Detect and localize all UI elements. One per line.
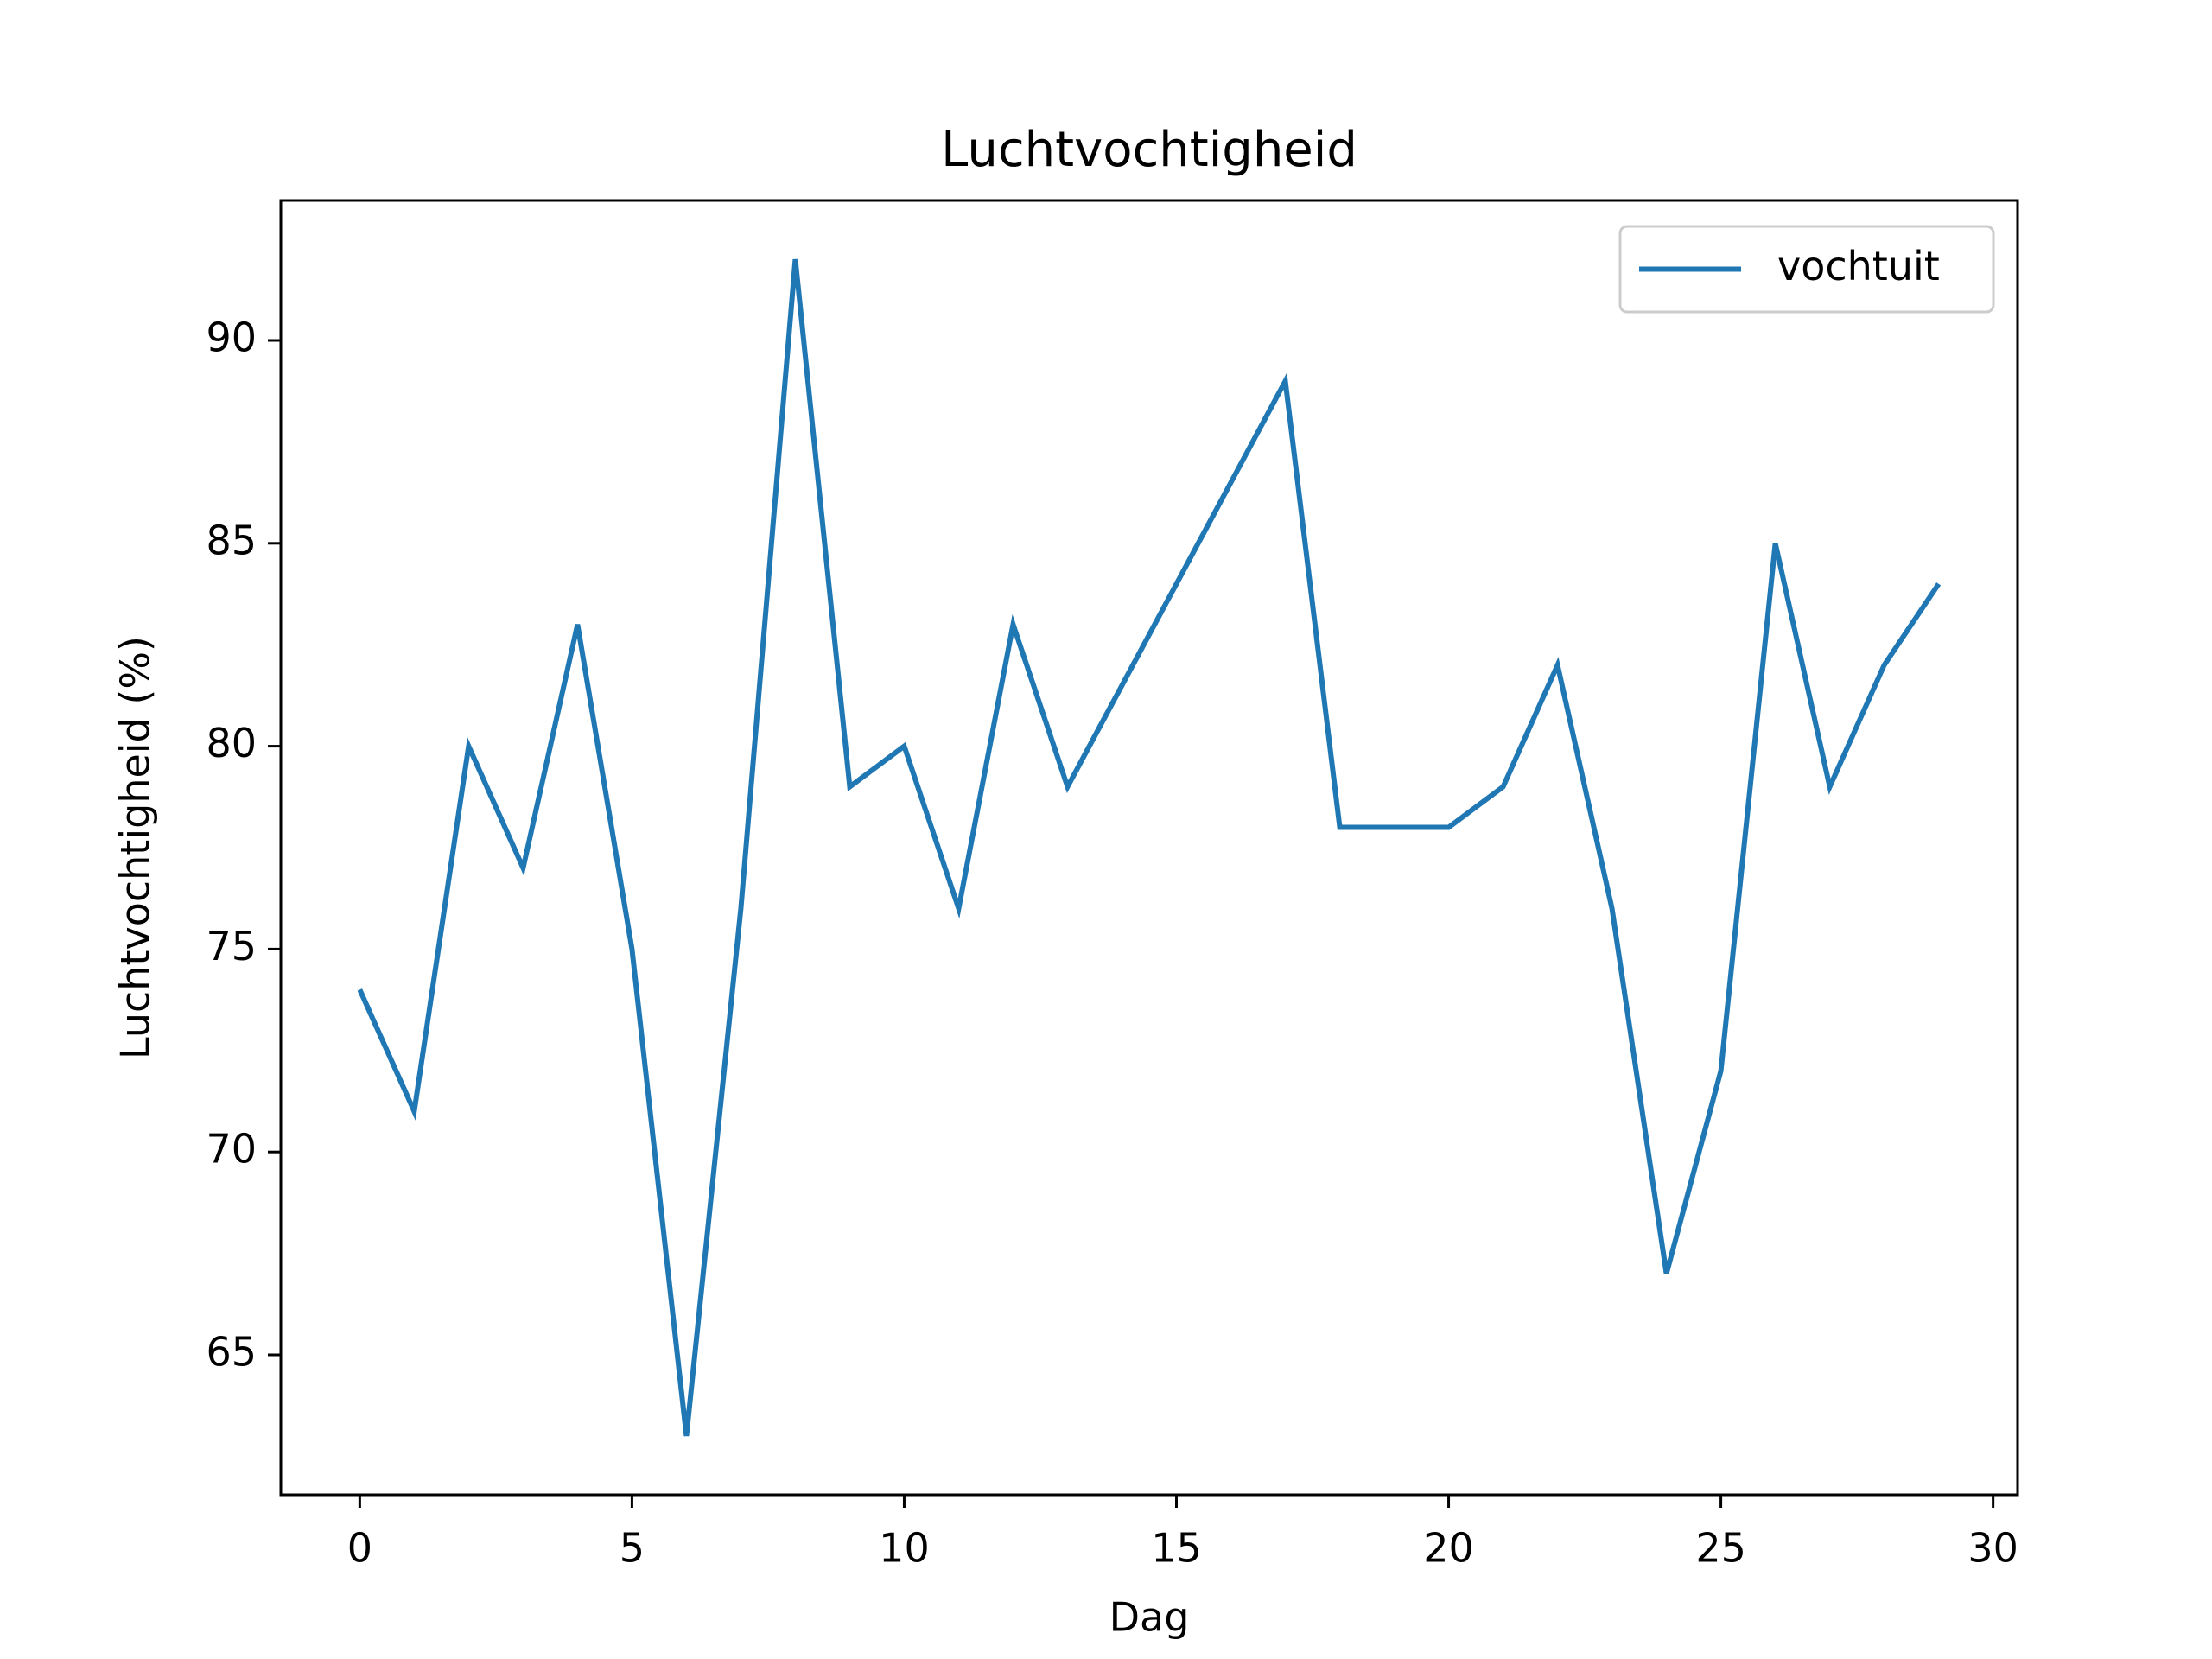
y-tick-label: 90: [206, 315, 257, 361]
chart-title: Luchtvochtigheid: [941, 122, 1357, 178]
x-axis-label: Dag: [1109, 1594, 1190, 1641]
x-tick-label: 15: [1151, 1525, 1202, 1572]
x-tick-label: 5: [620, 1525, 645, 1572]
x-tick-label: 0: [347, 1525, 372, 1572]
y-tick-label: 80: [206, 720, 257, 766]
x-tick-label: 20: [1423, 1525, 1474, 1572]
y-axis-label: Luchtvochtigheid (%): [112, 636, 159, 1059]
x-tick-label: 25: [1695, 1525, 1746, 1572]
data-line: [357, 258, 1942, 1437]
y-tick-label: 85: [206, 517, 257, 563]
x-tick-label: 30: [1967, 1525, 2018, 1572]
y-tick-label: 70: [206, 1126, 257, 1173]
y-tick-label: 75: [206, 923, 257, 969]
legend-label: vochtuit: [1777, 243, 1940, 289]
y-tick-label: 65: [206, 1328, 257, 1375]
x-tick-label: 10: [879, 1525, 930, 1572]
legend-box: [1618, 225, 1995, 314]
axes-frame: [279, 199, 2019, 1497]
